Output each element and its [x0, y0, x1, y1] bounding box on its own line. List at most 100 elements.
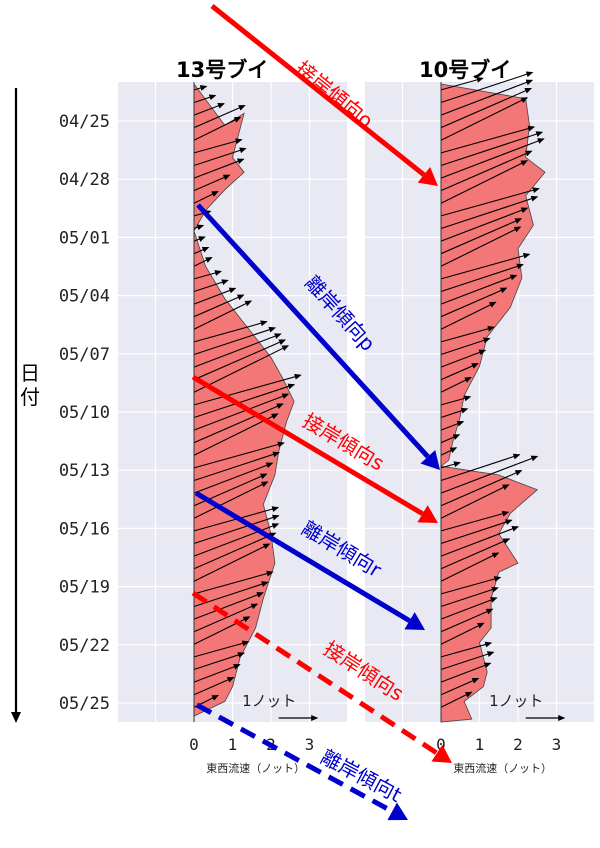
x-axis-label-buoy13: 東西流速（ノット） [206, 761, 305, 775]
panel-title-buoy10: 10号ブイ [419, 58, 512, 82]
current-arrow-buoy13 [193, 300, 253, 330]
current-arrow-buoy10 [440, 519, 513, 545]
y-tick-label: 05/04 [59, 287, 110, 307]
current-arrow-buoy13 [193, 462, 274, 494]
current-arrow-buoy13 [193, 523, 280, 557]
current-arrow-buoy13 [193, 138, 243, 154]
x-axis-label-buoy10: 東西流速（ノット） [453, 761, 552, 775]
x-tick-label-buoy10: 3 [552, 735, 562, 754]
y-tick-label: 05/16 [59, 519, 110, 539]
current-arrow-buoy10 [440, 363, 479, 381]
current-arrow-buoy13 [193, 640, 250, 658]
current-arrow-buoy13 [193, 236, 206, 242]
x-tick-label-buoy10: 2 [513, 735, 523, 754]
current-arrow-buoy10 [440, 407, 469, 419]
current-arrow-buoy10 [440, 131, 544, 167]
current-arrow-buoy10 [440, 622, 485, 645]
current-arrow-buoy13 [193, 514, 280, 545]
current-arrow-buoy13 [193, 158, 245, 179]
x-tick-label-buoy10: 1 [475, 735, 485, 754]
current-arrow-buoy13 [193, 383, 296, 419]
current-arrow-buoy13 [193, 663, 241, 683]
y-tick-label: 05/22 [59, 636, 110, 656]
current-arrow-buoy13 [193, 174, 231, 192]
current-arrow-buoy13 [193, 224, 205, 231]
current-arrow-buoy10 [440, 597, 498, 620]
current-arrow-buoy13 [193, 287, 237, 305]
current-arrow-buoy10 [440, 662, 492, 683]
x-tick-label-buoy13: 3 [305, 735, 315, 754]
current-arrow-buoy10 [440, 641, 493, 658]
current-arrow-buoy10 [440, 484, 510, 519]
current-arrow-buoy13 [193, 592, 264, 620]
current-arrow-buoy10 [440, 420, 465, 431]
current-arrow-buoy13 [193, 339, 287, 381]
current-arrow-buoy10 [440, 377, 472, 393]
current-arrow-buoy10 [440, 552, 500, 582]
scale-label-buoy10: 1ノット [489, 692, 543, 710]
current-arrow-buoy10 [440, 586, 499, 608]
current-arrow-buoy10 [440, 187, 540, 217]
current-arrow-buoy10 [440, 160, 528, 204]
current-arrow-buoy13 [193, 570, 274, 595]
current-arrow-buoy10 [440, 207, 529, 242]
current-arrow-buoy10 [440, 226, 522, 267]
current-arrow-buoy13 [193, 676, 235, 696]
y-tick-label: 05/25 [59, 694, 110, 714]
current-arrow-buoy13 [193, 190, 219, 204]
trend-arrow-head [417, 166, 438, 186]
y-tick-label: 05/19 [59, 578, 110, 598]
x-tick-label-buoy13: 1 [228, 735, 238, 754]
trend-arrow-shaft [194, 490, 411, 623]
current-arrow-buoy13 [193, 652, 245, 671]
trend-arrow-shaft [210, 4, 426, 177]
y-tick-label: 04/28 [59, 170, 110, 190]
y-tick-label: 05/10 [59, 403, 110, 423]
current-arrow-buoy10 [440, 138, 545, 179]
trend-arrow-head [431, 744, 452, 763]
current-arrow-buoy13 [193, 85, 208, 91]
current-arrow-buoy10 [440, 325, 495, 343]
scale-label-buoy13: 1ノット [242, 692, 296, 710]
current-arrow-buoy13 [193, 441, 285, 469]
current-arrow-buoy10 [440, 538, 511, 570]
current-arrow-buoy13 [193, 451, 280, 482]
current-arrow-buoy10 [440, 125, 536, 154]
current-arrow-buoy13 [193, 320, 268, 343]
current-arrow-buoy13 [193, 147, 247, 167]
trend-arrow-head [404, 612, 425, 630]
current-arrow-buoy13 [193, 532, 277, 570]
y-tick-label: 05/01 [59, 228, 110, 248]
trend-arrow-head [420, 449, 440, 470]
current-arrow-buoy10 [440, 97, 529, 141]
current-arrow-buoy13 [193, 104, 246, 129]
current-arrow-buoy13 [193, 403, 284, 444]
current-arrow-buoy10 [440, 510, 510, 532]
trend-arrow-shaft [191, 374, 424, 516]
current-arrow-buoy10 [440, 470, 523, 507]
current-arrow-buoy13 [193, 581, 269, 608]
current-arrow-buoy10 [440, 447, 458, 456]
current-arrow-buoy10 [440, 434, 461, 444]
current-arrow-buoy10 [440, 337, 491, 356]
y-axis-label-char-1: 日 [20, 361, 40, 385]
trend-arrow-head [387, 802, 408, 821]
current-arrow-buoy13 [193, 270, 222, 280]
current-arrow-buoy13 [193, 294, 245, 318]
current-arrow-buoy13 [193, 333, 282, 368]
current-arrow-buoy13 [193, 373, 302, 406]
current-arrow-buoy10 [440, 576, 502, 595]
current-arrow-buoy10 [440, 287, 508, 318]
current-arrow-buoy10 [440, 526, 519, 557]
y-tick-label: 05/07 [59, 345, 110, 365]
current-arrow-buoy10 [440, 691, 473, 708]
current-arrow-buoy13 [193, 102, 225, 116]
current-arrow-buoy10 [440, 301, 497, 330]
current-arrow-buoy13 [193, 481, 269, 519]
current-arrow-buoy10 [440, 263, 524, 293]
current-arrow-buoy10 [440, 453, 521, 482]
current-arrow-buoy10 [440, 76, 484, 91]
current-arrow-buoy13 [193, 543, 271, 582]
current-arrow-buoy13 [193, 94, 217, 104]
current-arrow-buoy10 [440, 677, 480, 696]
